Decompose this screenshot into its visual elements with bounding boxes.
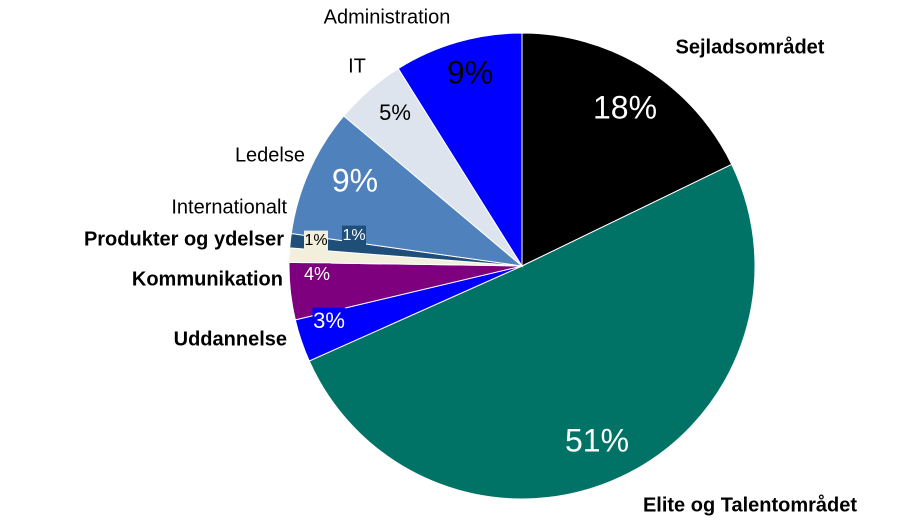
value-label: 18% — [593, 89, 657, 125]
value-label: 4% — [304, 264, 330, 284]
value-label: 5% — [379, 100, 411, 125]
value-label: 9% — [447, 54, 493, 90]
category-label: Produkter og ydelser — [84, 228, 284, 250]
label-box — [303, 263, 331, 287]
category-label: Ledelse — [235, 144, 305, 166]
value-label: 9% — [332, 162, 378, 198]
value-label: 1% — [304, 232, 327, 249]
label-box — [342, 225, 366, 247]
category-label: Uddannelse — [174, 328, 287, 350]
pie-slice — [521, 32, 733, 267]
category-label: IT — [348, 55, 366, 77]
label-box — [304, 230, 328, 252]
value-label: 1% — [342, 227, 365, 244]
category-label: Sejladsområdet — [676, 35, 825, 58]
value-label: 51% — [565, 422, 629, 458]
category-label: Elite og Talentområdet — [643, 493, 857, 516]
category-label: Internationalt — [171, 196, 287, 218]
pie-slice — [308, 163, 756, 500]
value-label: 3% — [313, 308, 345, 333]
pie-slice — [397, 32, 523, 268]
category-label: Kommunikation — [132, 268, 283, 290]
category-label: Administration — [324, 6, 451, 28]
label-box — [312, 307, 346, 337]
